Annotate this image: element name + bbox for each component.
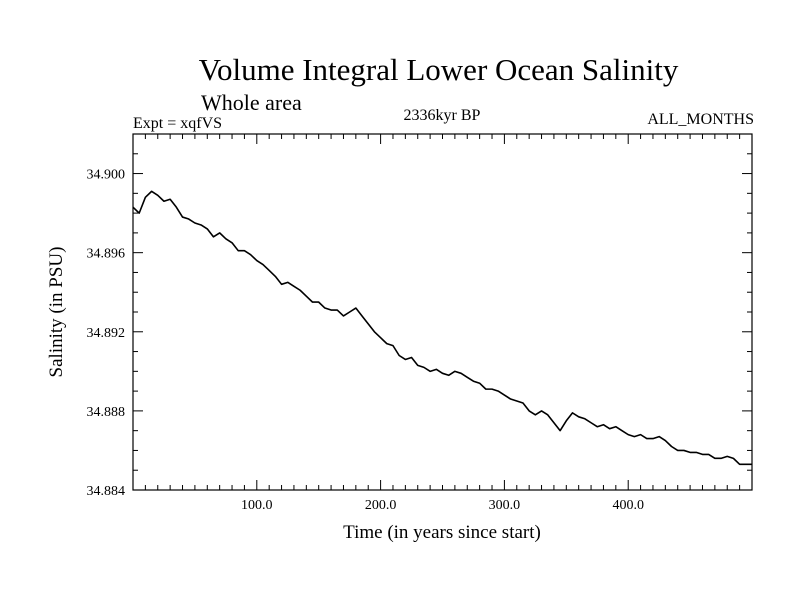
x-tick-label: 300.0 bbox=[489, 498, 521, 513]
months-label: ALL_MONTHS bbox=[647, 111, 754, 128]
salinity-series-line bbox=[132, 190, 752, 466]
x-tick-label: 200.0 bbox=[365, 498, 397, 513]
period-label: 2336kyr BP bbox=[403, 107, 481, 124]
x-tick-label: 100.0 bbox=[241, 498, 273, 513]
x-axis-label: Time (in years since start) bbox=[343, 522, 541, 543]
chart-title: Volume Integral Lower Ocean Salinity bbox=[198, 52, 679, 87]
x-tick-label: 400.0 bbox=[612, 498, 644, 513]
y-tick-label: 34.900 bbox=[87, 168, 126, 183]
y-tick-label: 34.888 bbox=[87, 405, 126, 420]
chart-subtitle: Whole area bbox=[201, 90, 302, 115]
y-tick-label: 34.892 bbox=[87, 326, 126, 341]
y-axis-label: Salinity (in PSU) bbox=[46, 247, 67, 378]
x-axis: 100.0 200.0 300.0 400.0 bbox=[144, 134, 741, 513]
experiment-label: Expt = xqfVS bbox=[133, 115, 223, 132]
y-axis: 34.884 34.888 34.892 34.896 34.900 bbox=[87, 153, 752, 499]
y-tick-label: 34.884 bbox=[87, 484, 126, 499]
y-tick-label: 34.896 bbox=[87, 247, 126, 262]
